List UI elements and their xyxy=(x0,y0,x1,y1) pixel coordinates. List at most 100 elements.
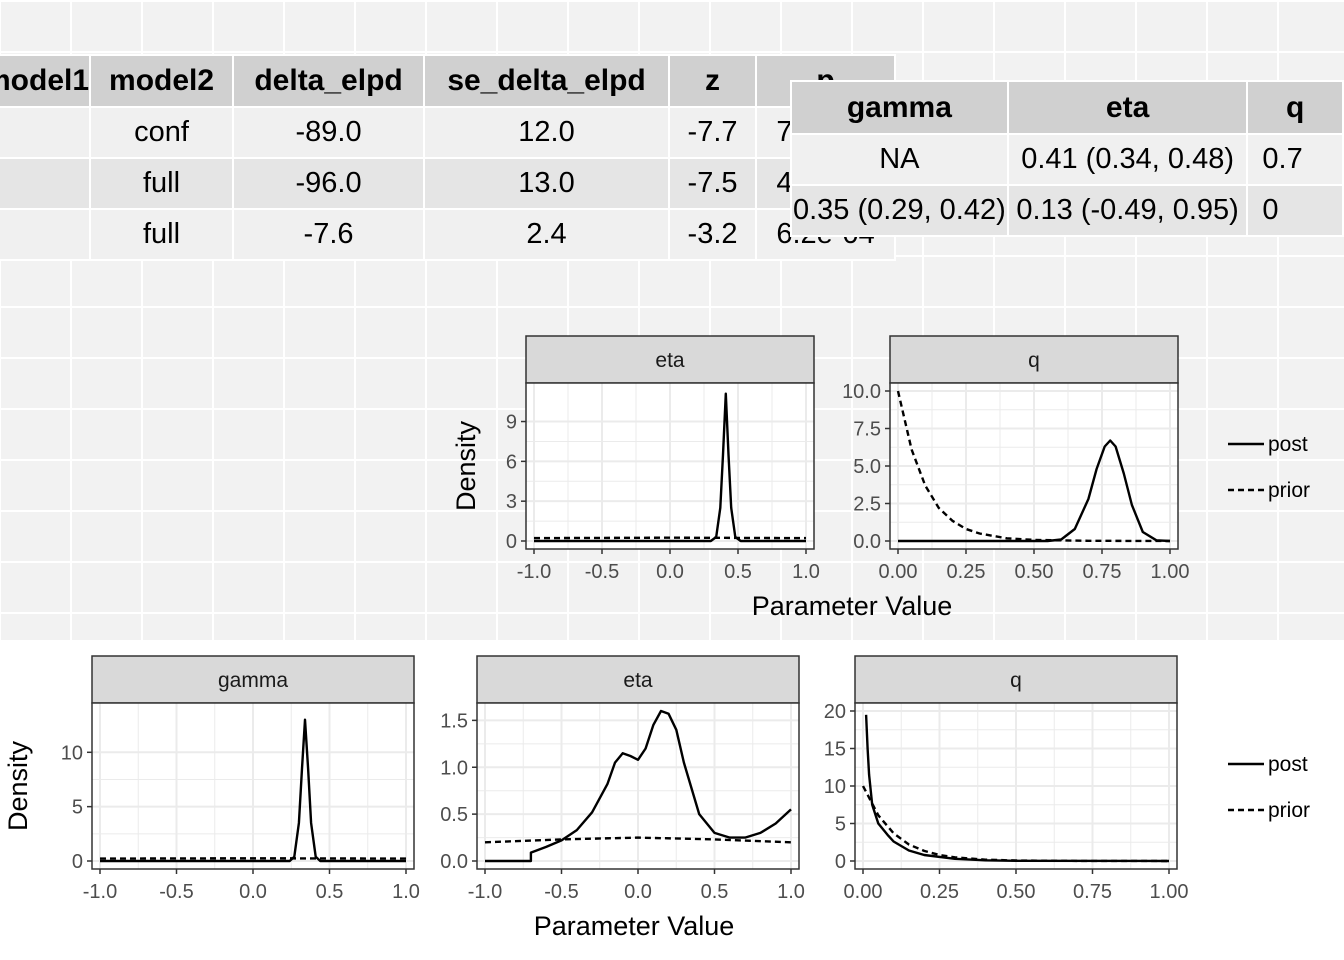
legend-label-prior: prior xyxy=(1268,799,1310,822)
y-tick-label: 0.5 xyxy=(440,804,468,826)
density-figure-top: eta -1.0 -0.5 0.0 0.5 1.00 3 6 9 q 0.0 0 0.25 0.50 0.7… xyxy=(451,335,1310,621)
panel-border xyxy=(525,382,815,550)
y-tick-label: 5 xyxy=(72,797,83,819)
facet-strip-label: q xyxy=(1028,349,1040,372)
col-header-model1: model1 xyxy=(0,54,92,108)
table-cell: -7.6 xyxy=(232,208,426,261)
facet-strip xyxy=(854,655,1178,704)
facet-strip-label: gamma xyxy=(218,669,288,692)
x-tick-label: -0.5 xyxy=(585,561,619,583)
col-header-eta: eta xyxy=(1006,80,1249,135)
y-tick-label: 1.5 xyxy=(440,710,468,732)
col-header-delta-elpd: delta_elpd xyxy=(232,54,426,108)
facet-strip xyxy=(525,335,815,384)
table-row: full -96.0 13.0 -7.5 4.6e-14 xyxy=(0,157,897,210)
col-header-se-delta-elpd: se_delta_elpd xyxy=(423,54,671,108)
y-tick-label: 10 xyxy=(61,742,83,764)
y-tick-label: 0.0 xyxy=(853,531,881,553)
y-tick-label: 0.0 xyxy=(440,851,468,873)
series-line-prior xyxy=(896,390,1171,543)
table-cell: -96.0 xyxy=(232,157,426,210)
y-tick-label: 0 xyxy=(835,851,846,873)
x-tick-label: 1.0 xyxy=(392,881,420,903)
table-cell: 0.13 (-0.49, 0.95) xyxy=(1006,184,1249,237)
x-tick-label: 0.25 xyxy=(920,881,959,903)
y-tick-label: 9 xyxy=(506,412,517,434)
legend-label-prior: prior xyxy=(1268,479,1310,502)
table-cell: full xyxy=(89,157,235,210)
y-tick-label: 5 xyxy=(835,814,846,836)
y-tick-label: 20 xyxy=(824,701,846,723)
facet-strip-label: eta xyxy=(655,349,685,372)
x-tick-label: 0.50 xyxy=(1015,561,1054,583)
table-cell: 13.0 xyxy=(423,157,671,210)
panel-border xyxy=(91,702,415,870)
y-tick-label: 6 xyxy=(506,451,517,473)
table-cell: 0.41 (0.34, 0.48) xyxy=(1006,133,1249,186)
table-cell: NA xyxy=(790,133,1009,186)
x-tick-label: 1.0 xyxy=(792,561,820,583)
y-tick-label: 0 xyxy=(506,531,517,553)
x-tick-label: -0.5 xyxy=(544,881,578,903)
table-cell: 2.4 xyxy=(423,208,671,261)
series-line-post xyxy=(898,439,1171,543)
x-tick-label: 0.0 xyxy=(239,881,267,903)
series-line-prior xyxy=(484,836,792,844)
x-tick-label: 0.0 xyxy=(656,561,684,583)
x-tick-label: 0.0 xyxy=(624,881,652,903)
col-header-model2: model2 xyxy=(89,54,235,108)
y-tick-label: 2.5 xyxy=(853,494,881,516)
y-tick-label: 15 xyxy=(824,739,846,761)
x-tick-label: 0.75 xyxy=(1073,881,1112,903)
table-header-row: gamma eta q xyxy=(790,80,1344,135)
y-tick-label: 10.0 xyxy=(842,381,881,403)
x-tick-label: 0.75 xyxy=(1083,561,1122,583)
table-row: 0.35 (0.29, 0.42) 0.13 (-0.49, 0.95) 0 xyxy=(790,184,1344,237)
table-cell: conf xyxy=(89,106,235,159)
panel-border xyxy=(889,382,1179,550)
x-tick-label: 0.5 xyxy=(724,561,752,583)
y-axis-title: Density xyxy=(451,420,481,511)
panel-border xyxy=(854,702,1178,870)
y-tick-label: 5.0 xyxy=(853,456,881,478)
table-cell xyxy=(0,157,92,210)
facet-strip xyxy=(889,335,1179,384)
table-cell: 12.0 xyxy=(423,106,671,159)
x-axis-title: Parameter Value xyxy=(534,911,735,941)
table-row: full -7.6 2.4 -3.2 6.2e-04 xyxy=(0,208,897,261)
panel-border xyxy=(476,702,800,870)
x-tick-label: 1.0 xyxy=(777,881,805,903)
table-cell: 0 xyxy=(1246,184,1344,237)
x-tick-label: 1.00 xyxy=(1150,881,1189,903)
facet-strip xyxy=(91,655,415,704)
x-tick-label: -1.0 xyxy=(517,561,551,583)
col-header-gamma: gamma xyxy=(790,80,1009,135)
table-cell: -7.7 xyxy=(668,106,758,159)
col-header-q: q xyxy=(1246,80,1344,135)
table-header-row: model1 model2 delta_elpd se_delta_elpd z… xyxy=(0,54,897,108)
x-tick-label: 0.50 xyxy=(997,881,1036,903)
x-tick-label: 1.00 xyxy=(1151,561,1190,583)
table-cell: -3.2 xyxy=(668,208,758,261)
x-axis-title: Parameter Value xyxy=(752,591,953,621)
series-line-prior xyxy=(861,785,1170,863)
series-line-post xyxy=(485,709,792,863)
table-cell: 0.7 xyxy=(1246,133,1344,186)
x-tick-label: -0.5 xyxy=(159,881,193,903)
x-tick-label: 0.5 xyxy=(701,881,729,903)
col-header-z: z xyxy=(668,54,758,108)
parameter-estimates-table: gamma eta q NA 0.41 (0.34, 0.48) 0.7 0.3… xyxy=(790,80,1344,237)
table-cell xyxy=(0,106,92,159)
model-comparison-table: model1 model2 delta_elpd se_delta_elpd z… xyxy=(0,54,897,261)
x-tick-label: 0.25 xyxy=(947,561,986,583)
facet-strip-label: q xyxy=(1010,669,1022,692)
y-tick-label: 3 xyxy=(506,491,517,513)
table-cell: -7.5 xyxy=(668,157,758,210)
table-cell: full xyxy=(89,208,235,261)
table-cell: -89.0 xyxy=(232,106,426,159)
facet-strip xyxy=(476,655,800,704)
x-tick-label: -1.0 xyxy=(83,881,117,903)
legend-label-post: post xyxy=(1268,753,1308,776)
y-tick-label: 1.0 xyxy=(440,757,468,779)
